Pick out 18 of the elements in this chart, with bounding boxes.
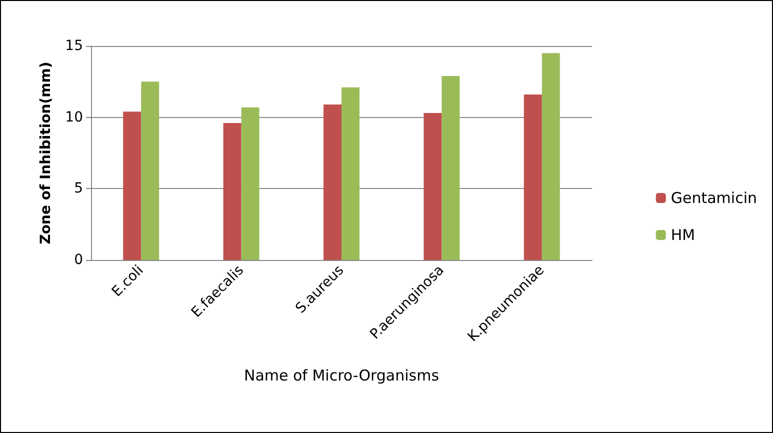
bar [324,104,342,260]
legend-label: HM [670,226,696,244]
bar [241,107,260,260]
bar [442,76,460,260]
y-tick-label: 0 [74,252,83,268]
x-axis-title: Name of Micro-Organisms [244,366,440,384]
y-tick-label: 5 [74,180,83,197]
legend-label: Gentamicin [670,189,758,207]
bar [542,53,560,260]
bar [223,123,242,260]
bar [342,87,360,260]
bar [123,112,142,260]
bar [424,113,442,260]
y-axis-title: Zone of Inhibition(mm) [38,62,54,244]
y-tick-label: 10 [65,109,83,126]
bar [524,94,542,260]
y-tick-label: 15 [65,38,83,54]
bar [141,82,160,260]
